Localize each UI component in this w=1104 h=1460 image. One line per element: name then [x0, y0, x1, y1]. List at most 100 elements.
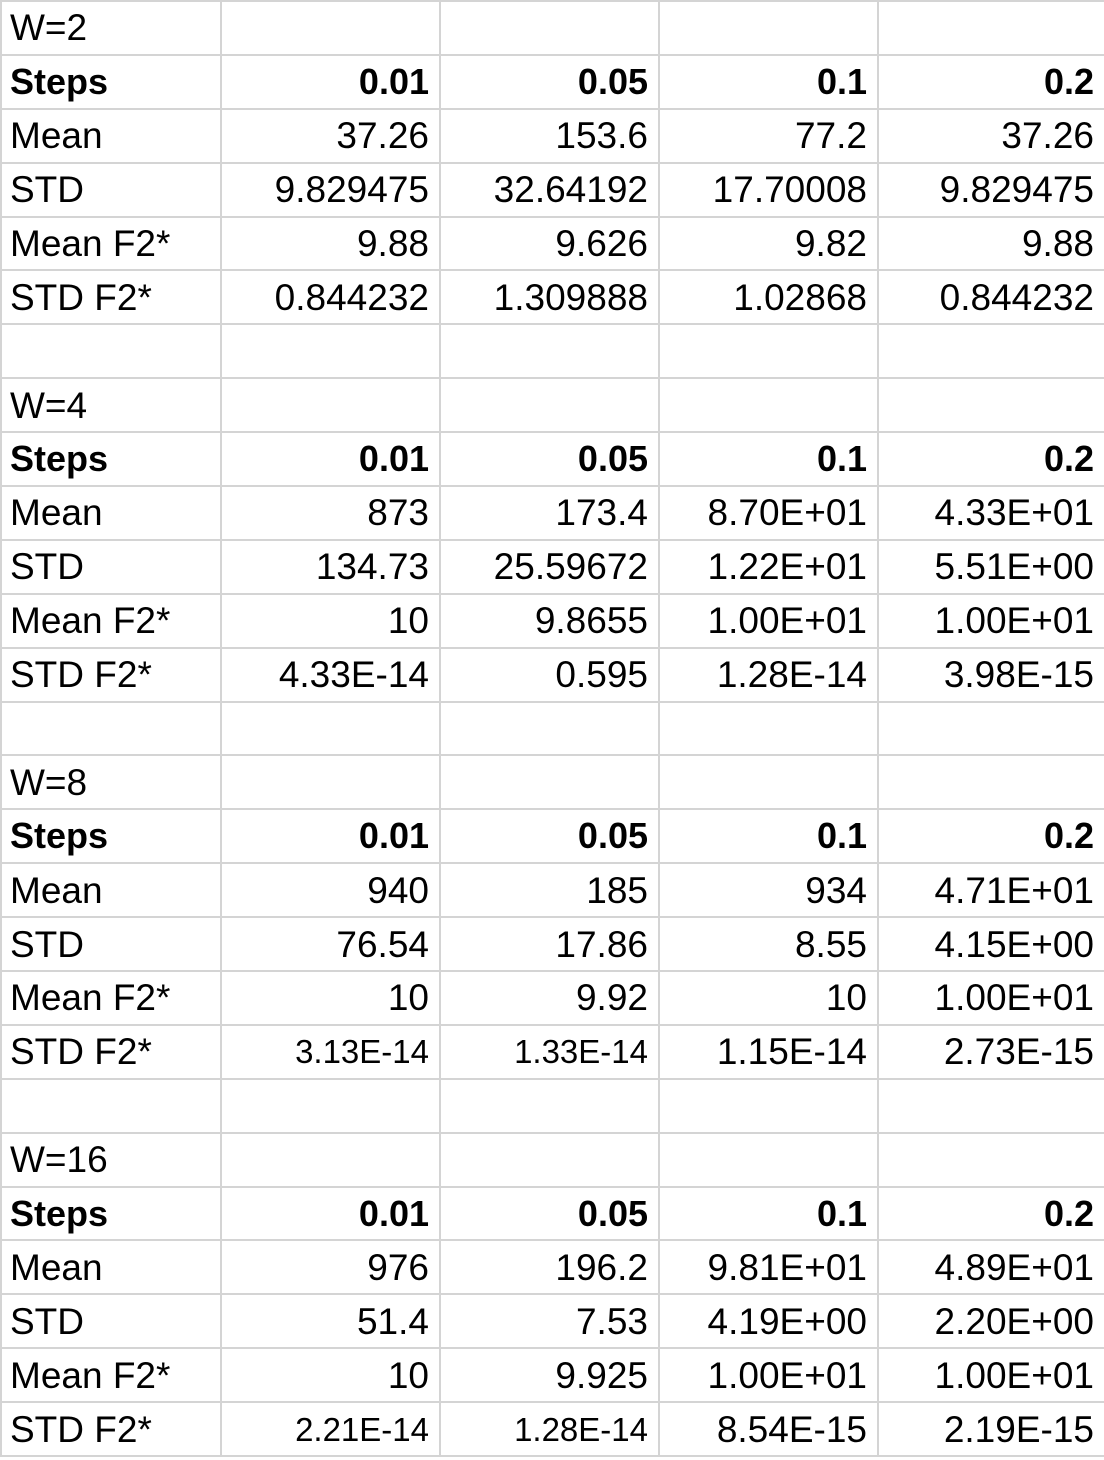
empty-cell[interactable] [877, 323, 1104, 380]
value-cell[interactable]: 4.33E+01 [877, 485, 1104, 541]
value-cell[interactable]: 1.309888 [439, 269, 660, 326]
value-cell[interactable]: 9.829475 [220, 161, 441, 218]
empty-cell[interactable] [220, 0, 441, 56]
row-label-cell[interactable]: STD F2* [0, 1023, 222, 1080]
value-cell[interactable]: 17.86 [439, 916, 660, 973]
value-cell[interactable]: 8.70E+01 [658, 485, 879, 541]
empty-cell[interactable] [220, 1131, 441, 1188]
value-cell[interactable]: 0.2 [877, 1185, 1104, 1242]
row-label-cell[interactable]: Mean F2* [0, 592, 222, 649]
empty-cell[interactable] [220, 1077, 441, 1134]
value-cell[interactable]: 0.2 [877, 53, 1104, 110]
value-cell[interactable]: 17.70008 [658, 161, 879, 218]
empty-cell[interactable] [877, 0, 1104, 56]
empty-cell[interactable] [220, 323, 441, 380]
value-cell[interactable]: 10 [220, 1347, 441, 1404]
value-cell[interactable]: 1.00E+01 [877, 970, 1104, 1026]
row-label-cell[interactable]: STD F2* [0, 646, 222, 703]
row-label-cell[interactable]: STD [0, 1293, 222, 1350]
value-cell[interactable]: 0.01 [220, 808, 441, 865]
value-cell[interactable]: 25.59672 [439, 538, 660, 595]
value-cell[interactable]: 185 [439, 862, 660, 919]
value-cell[interactable]: 4.89E+01 [877, 1239, 1104, 1296]
value-cell[interactable]: 3.13E-14 [220, 1023, 441, 1080]
value-cell[interactable]: 3.98E-15 [877, 646, 1104, 703]
value-cell[interactable]: 9.82 [658, 215, 879, 272]
value-cell[interactable]: 196.2 [439, 1239, 660, 1296]
row-label-cell[interactable]: Steps [0, 53, 222, 110]
value-cell[interactable]: 0.01 [220, 431, 441, 488]
empty-cell[interactable] [0, 700, 222, 757]
empty-cell[interactable] [439, 1077, 660, 1134]
empty-cell[interactable] [658, 1131, 879, 1188]
value-cell[interactable]: 4.15E+00 [877, 916, 1104, 973]
empty-cell[interactable] [439, 323, 660, 380]
block-title-cell[interactable]: W=2 [0, 0, 222, 56]
value-cell[interactable]: 1.00E+01 [658, 1347, 879, 1404]
value-cell[interactable]: 134.73 [220, 538, 441, 595]
value-cell[interactable]: 0.05 [439, 808, 660, 865]
value-cell[interactable]: 4.19E+00 [658, 1293, 879, 1350]
value-cell[interactable]: 1.28E-14 [658, 646, 879, 703]
empty-cell[interactable] [439, 754, 660, 811]
value-cell[interactable]: 9.88 [220, 215, 441, 272]
empty-cell[interactable] [0, 323, 222, 380]
value-cell[interactable]: 173.4 [439, 485, 660, 541]
value-cell[interactable]: 1.00E+01 [877, 592, 1104, 649]
block-title-cell[interactable]: W=4 [0, 377, 222, 434]
row-label-cell[interactable]: Mean [0, 485, 222, 541]
empty-cell[interactable] [658, 700, 879, 757]
value-cell[interactable]: 0.595 [439, 646, 660, 703]
value-cell[interactable]: 9.829475 [877, 161, 1104, 218]
empty-cell[interactable] [439, 0, 660, 56]
value-cell[interactable]: 0.1 [658, 53, 879, 110]
row-label-cell[interactable]: Mean F2* [0, 970, 222, 1026]
value-cell[interactable]: 1.00E+01 [658, 592, 879, 649]
empty-cell[interactable] [658, 754, 879, 811]
value-cell[interactable]: 5.51E+00 [877, 538, 1104, 595]
row-label-cell[interactable]: Steps [0, 808, 222, 865]
value-cell[interactable]: 2.73E-15 [877, 1023, 1104, 1080]
row-label-cell[interactable]: Mean [0, 107, 222, 164]
value-cell[interactable]: 9.92 [439, 970, 660, 1026]
row-label-cell[interactable]: STD [0, 161, 222, 218]
value-cell[interactable]: 8.55 [658, 916, 879, 973]
value-cell[interactable]: 0.05 [439, 431, 660, 488]
value-cell[interactable]: 10 [220, 970, 441, 1026]
value-cell[interactable]: 940 [220, 862, 441, 919]
row-label-cell[interactable]: Steps [0, 1185, 222, 1242]
value-cell[interactable]: 976 [220, 1239, 441, 1296]
value-cell[interactable]: 0.844232 [220, 269, 441, 326]
value-cell[interactable]: 0.05 [439, 53, 660, 110]
empty-cell[interactable] [658, 0, 879, 56]
value-cell[interactable]: 1.00E+01 [877, 1347, 1104, 1404]
empty-cell[interactable] [439, 700, 660, 757]
row-label-cell[interactable]: STD F2* [0, 269, 222, 326]
row-label-cell[interactable]: STD [0, 916, 222, 973]
empty-cell[interactable] [0, 1077, 222, 1134]
value-cell[interactable]: 77.2 [658, 107, 879, 164]
empty-cell[interactable] [220, 700, 441, 757]
empty-cell[interactable] [658, 377, 879, 434]
value-cell[interactable]: 7.53 [439, 1293, 660, 1350]
value-cell[interactable]: 0.01 [220, 1185, 441, 1242]
empty-cell[interactable] [658, 323, 879, 380]
row-label-cell[interactable]: Mean F2* [0, 215, 222, 272]
value-cell[interactable]: 2.19E-15 [877, 1401, 1104, 1458]
value-cell[interactable]: 2.20E+00 [877, 1293, 1104, 1350]
empty-cell[interactable] [220, 754, 441, 811]
value-cell[interactable]: 37.26 [877, 107, 1104, 164]
value-cell[interactable]: 76.54 [220, 916, 441, 973]
row-label-cell[interactable]: Mean [0, 1239, 222, 1296]
empty-cell[interactable] [877, 754, 1104, 811]
value-cell[interactable]: 51.4 [220, 1293, 441, 1350]
value-cell[interactable]: 0.05 [439, 1185, 660, 1242]
value-cell[interactable]: 32.64192 [439, 161, 660, 218]
value-cell[interactable]: 9.925 [439, 1347, 660, 1404]
empty-cell[interactable] [658, 1077, 879, 1134]
value-cell[interactable]: 10 [658, 970, 879, 1026]
row-label-cell[interactable]: Steps [0, 431, 222, 488]
empty-cell[interactable] [439, 377, 660, 434]
value-cell[interactable]: 9.81E+01 [658, 1239, 879, 1296]
value-cell[interactable]: 1.33E-14 [439, 1023, 660, 1080]
